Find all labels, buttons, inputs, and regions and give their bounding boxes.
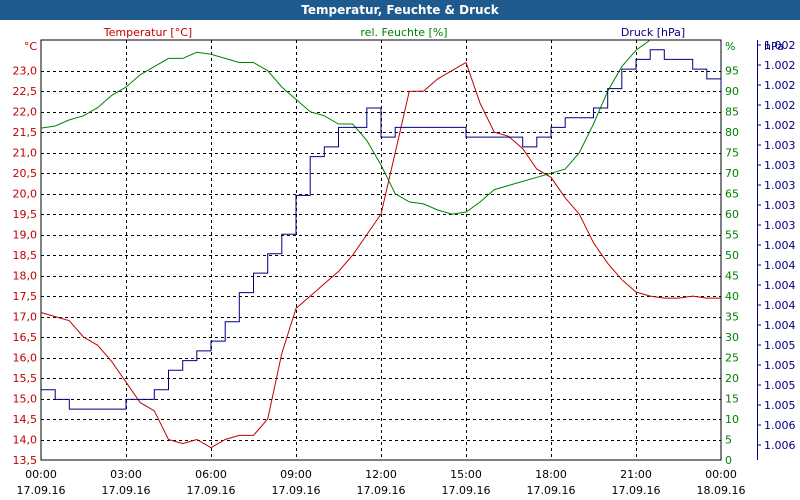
- x-tick-date-label: 17.09.16: [612, 484, 661, 497]
- pressure-tick-label: 1.002: [764, 79, 796, 92]
- window-title: Temperatur, Feuchte & Druck: [0, 0, 800, 20]
- temperature-tick-label: 16,0: [13, 352, 38, 365]
- x-tick-time-label: 00:00: [25, 468, 57, 481]
- pressure-tick-label: 1.006: [764, 419, 796, 432]
- series-line-humidity: [40, 39, 651, 215]
- pressure-tick-label: 1.004: [764, 299, 796, 312]
- temperature-tick-label: 19,5: [13, 208, 38, 221]
- temperature-tick-label: 18,5: [13, 249, 38, 262]
- humidity-tick-label: 40: [725, 290, 739, 303]
- temperature-tick-label: 13,5: [13, 454, 38, 467]
- x-tick-date-label: 17.09.16: [102, 484, 151, 497]
- x-tick-time-label: 18:00: [535, 468, 567, 481]
- humidity-series-label: rel. Feuchte [%]: [360, 26, 447, 39]
- humidity-tick-label: 50: [725, 249, 739, 262]
- humidity-tick-label: 25: [725, 352, 739, 365]
- pressure-tick-label: 1.005: [764, 399, 796, 412]
- humidity-tick-label: 30: [725, 331, 739, 344]
- humidity-tick-label: 55: [725, 229, 739, 242]
- pressure-tick-label: 1.005: [764, 379, 796, 392]
- humidity-tick-label: 75: [725, 147, 739, 160]
- x-tick-date-label: 18.09.16: [697, 484, 746, 497]
- temperature-tick-label: 18,0: [13, 270, 38, 283]
- x-tick-date-label: 17.09.16: [187, 484, 236, 497]
- humidity-unit-label: %: [725, 40, 735, 53]
- temperature-tick-label: 14,0: [13, 434, 38, 447]
- temperature-tick-label: 21,0: [13, 147, 38, 160]
- humidity-tick-label: 65: [725, 188, 739, 201]
- pressure-tick-label: 1.003: [764, 199, 796, 212]
- humidity-tick-label: 60: [725, 208, 739, 221]
- humidity-tick-label: 10: [725, 413, 739, 426]
- humidity-tick-label: 0: [725, 454, 732, 467]
- x-tick-date-label: 17.09.16: [272, 484, 321, 497]
- pressure-tick-label: 1.003: [764, 179, 796, 192]
- pressure-tick-label: 1.006: [764, 439, 796, 452]
- humidity-tick-label: 20: [725, 372, 739, 385]
- pressure-tick-label: 1.004: [764, 319, 796, 332]
- x-tick-date-label: 17.09.16: [527, 484, 576, 497]
- pressure-tick-label: 1.003: [764, 159, 796, 172]
- pressure-tick-label: 1.005: [764, 359, 796, 372]
- humidity-tick-label: 15: [725, 393, 739, 406]
- temperature-tick-label: 21,5: [13, 126, 38, 139]
- x-tick-time-label: 03:00: [110, 468, 142, 481]
- temperature-unit-label: °C: [24, 40, 38, 53]
- temperature-tick-label: 15,0: [13, 393, 38, 406]
- pressure-tick-label: 1.004: [764, 259, 796, 272]
- humidity-tick-label: 35: [725, 311, 739, 324]
- humidity-tick-label: 85: [725, 106, 739, 119]
- temperature-tick-label: 22,0: [13, 106, 38, 119]
- humidity-tick-label: 90: [725, 85, 739, 98]
- temperature-tick-label: 20,0: [13, 188, 38, 201]
- x-tick-time-label: 21:00: [620, 468, 652, 481]
- x-tick-time-label: 06:00: [195, 468, 227, 481]
- pressure-tick-label: 1.002: [764, 119, 796, 132]
- temperature-tick-label: 17,5: [13, 290, 38, 303]
- pressure-tick-label: 1.002: [764, 39, 796, 52]
- humidity-tick-label: 70: [725, 167, 739, 180]
- series-line-temperature: [40, 61, 721, 449]
- temperature-series-label: Temperatur [°C]: [103, 26, 192, 39]
- x-tick-time-label: 15:00: [450, 468, 482, 481]
- temperature-tick-label: 19,0: [13, 229, 38, 242]
- x-tick-date-label: 17.09.16: [17, 484, 66, 497]
- pressure-series-label: Druck [hPa]: [621, 26, 685, 39]
- pressure-tick-label: 1.005: [764, 339, 796, 352]
- pressure-tick-label: 1.004: [764, 279, 796, 292]
- pressure-tick-label: 1.002: [764, 99, 796, 112]
- pressure-tick-label: 1.003: [764, 139, 796, 152]
- temperature-tick-label: 15,5: [13, 372, 38, 385]
- pressure-unit-label: hPa: [764, 40, 784, 53]
- humidity-tick-label: 95: [725, 65, 739, 78]
- pressure-tick-label: 1.002: [764, 59, 796, 72]
- x-tick-time-label: 12:00: [365, 468, 397, 481]
- series-line-pressure: [41, 49, 722, 410]
- temperature-tick-label: 23,0: [13, 65, 38, 78]
- pressure-tick-label: 1.004: [764, 239, 796, 252]
- temperature-tick-label: 16,5: [13, 331, 38, 344]
- humidity-tick-label: 5: [725, 434, 732, 447]
- x-tick-date-label: 17.09.16: [442, 484, 491, 497]
- temperature-tick-label: 14,5: [13, 413, 38, 426]
- humidity-tick-label: 45: [725, 270, 739, 283]
- temperature-tick-label: 17,0: [13, 311, 38, 324]
- x-tick-time-label: 00:00: [705, 468, 737, 481]
- temperature-tick-label: 20,5: [13, 167, 38, 180]
- x-tick-time-label: 09:00: [280, 468, 312, 481]
- pressure-tick-label: 1.003: [764, 219, 796, 232]
- temperature-tick-label: 22,5: [13, 85, 38, 98]
- x-tick-date-label: 17.09.16: [357, 484, 406, 497]
- humidity-tick-label: 80: [725, 126, 739, 139]
